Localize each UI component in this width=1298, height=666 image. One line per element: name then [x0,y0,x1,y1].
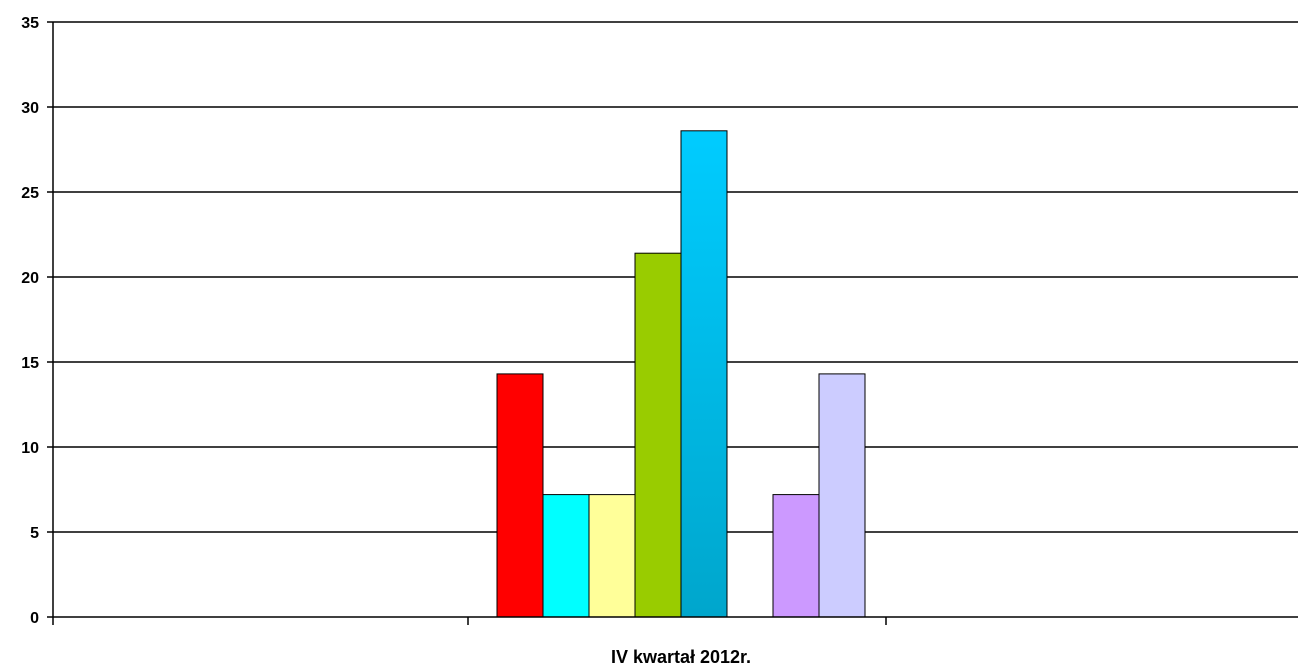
y-tick-label: 35 [21,15,39,32]
bar-series-3 [588,494,636,618]
x-category-label: IV kwartał 2012r. [611,647,751,666]
bar-series-5 [680,130,728,618]
bar-series-7 [772,494,820,618]
y-tick-label: 25 [21,185,39,202]
axes [47,21,1298,625]
bars [496,130,866,618]
y-tick-label: 5 [30,525,39,542]
y-tick-label: 0 [30,610,39,627]
bar-series-8 [818,373,866,618]
y-tick-label: 10 [21,440,39,457]
bar-series-1 [496,373,544,618]
labels: 0 5 10 15 20 25 30 35 IV kwartał 2012r. [21,15,751,666]
bar-series-4 [634,252,682,618]
y-tick-label: 15 [21,355,39,372]
y-tick-label: 30 [21,100,39,117]
bar-series-2 [542,494,590,618]
y-tick-label: 20 [21,270,39,287]
